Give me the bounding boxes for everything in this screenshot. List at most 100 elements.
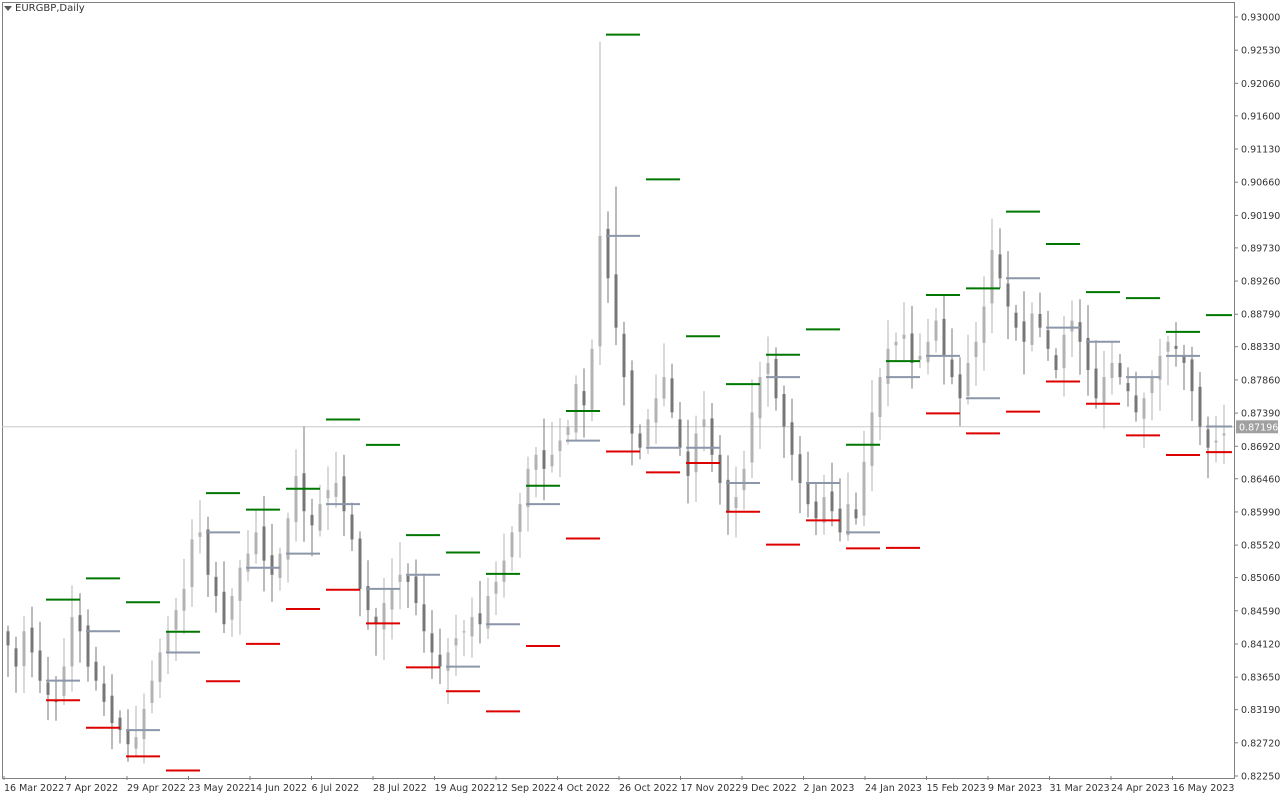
- candle-body: [6, 631, 10, 646]
- candle-body: [470, 617, 474, 637]
- x-tick-label: 26 Oct 2022: [619, 783, 678, 794]
- candle-body: [990, 249, 994, 304]
- y-tick-label: 0.87860: [1241, 375, 1280, 386]
- candle-body: [1086, 337, 1090, 371]
- candle-body: [446, 652, 450, 671]
- candle-body: [1070, 320, 1074, 332]
- candle-body: [102, 683, 106, 702]
- candle-body: [1150, 377, 1154, 394]
- candle-body: [270, 555, 274, 575]
- collapse-triangle-icon[interactable]: [4, 6, 12, 11]
- candle-body: [222, 591, 226, 625]
- candle-body: [494, 581, 498, 594]
- candle-body: [862, 461, 866, 516]
- candle-body: [1006, 283, 1010, 307]
- candle-body: [30, 627, 34, 653]
- candle-body: [654, 398, 658, 423]
- x-tick-label: 31 Mar 2023: [1050, 783, 1110, 794]
- candle-body: [14, 648, 18, 667]
- y-tick-label: 0.90660: [1241, 178, 1280, 189]
- candle-body: [1142, 398, 1146, 419]
- y-tick-label: 0.88790: [1241, 310, 1280, 321]
- candle-body: [934, 320, 938, 341]
- candle-body: [598, 235, 602, 347]
- candle-body: [254, 532, 258, 555]
- candle-body: [326, 490, 330, 499]
- candle-body: [1038, 313, 1042, 328]
- candle-body: [750, 412, 754, 463]
- candle-body: [694, 433, 698, 473]
- candle-body: [1014, 312, 1018, 328]
- candle-body: [1022, 321, 1026, 342]
- candle-body: [854, 509, 858, 519]
- candle-body: [566, 426, 570, 436]
- candle-body: [670, 378, 674, 413]
- candle-body: [558, 440, 562, 452]
- candle-body: [982, 306, 986, 343]
- x-tick-label: 28 Jul 2022: [373, 783, 427, 794]
- candle-body: [462, 631, 466, 633]
- candle-body: [1166, 341, 1170, 352]
- candle-body: [574, 384, 578, 433]
- candle-body: [158, 652, 162, 683]
- chart-title[interactable]: EURGBP,Daily: [4, 3, 85, 14]
- candle-body: [550, 454, 554, 467]
- x-tick-label: 15 Feb 2023: [927, 783, 986, 794]
- y-tick-label: 0.92060: [1241, 79, 1280, 90]
- candle-body: [406, 575, 410, 582]
- candle-body: [718, 454, 722, 483]
- y-tick-label: 0.89730: [1241, 243, 1280, 254]
- candle-body: [278, 553, 282, 578]
- candle-body: [1222, 433, 1226, 436]
- candle-body: [1054, 355, 1058, 371]
- y-tick-label: 0.83650: [1241, 673, 1280, 684]
- candle-body: [142, 708, 146, 740]
- candle-body: [334, 482, 338, 497]
- candle-body: [238, 567, 242, 601]
- candle-body: [398, 574, 402, 582]
- x-tick-label: 6 Jul 2022: [312, 783, 360, 794]
- candle-body: [318, 504, 322, 531]
- candle-body: [70, 617, 74, 667]
- candle-body: [358, 538, 362, 589]
- candle-body: [766, 362, 770, 375]
- candle-body: [1110, 362, 1114, 379]
- candle-body: [918, 355, 922, 360]
- candle-body: [742, 468, 746, 491]
- y-tick-label: 0.88330: [1241, 342, 1280, 353]
- candle-body: [94, 661, 98, 681]
- candle-body: [454, 638, 458, 646]
- candle-body: [758, 377, 762, 419]
- candle-body: [622, 333, 626, 378]
- candle-body: [582, 391, 586, 406]
- candle-body: [926, 341, 930, 363]
- candle-body: [382, 603, 386, 630]
- price-axis: 0.93000 0.92530 0.92060 0.91600 0.91130 0.906…: [1234, 13, 1280, 783]
- y-tick-label: 0.82250: [1241, 772, 1280, 783]
- candle-body: [166, 631, 170, 654]
- x-tick-label: 24 Apr 2023: [1111, 783, 1170, 794]
- candle-body: [294, 475, 298, 523]
- candle-body: [1078, 322, 1082, 342]
- candle-body: [614, 274, 618, 328]
- candle-body: [534, 454, 538, 470]
- candle-body: [606, 228, 610, 279]
- candle-body: [230, 595, 234, 620]
- candle-body: [774, 358, 778, 399]
- candle-body: [438, 654, 442, 667]
- candle-body: [374, 616, 378, 625]
- plot-frame: [2, 2, 1235, 779]
- candle-body: [1062, 334, 1066, 369]
- candle-body: [86, 625, 90, 667]
- candle-body: [430, 633, 434, 653]
- current-price-badge: [1236, 420, 1278, 434]
- candle-body: [806, 482, 810, 505]
- candle-body: [486, 595, 490, 629]
- candle-body: [958, 374, 962, 399]
- candle-body: [422, 604, 426, 632]
- candle-body: [710, 418, 714, 455]
- candle-body: [262, 526, 266, 561]
- candle-body: [822, 497, 826, 523]
- candle-body: [342, 476, 346, 512]
